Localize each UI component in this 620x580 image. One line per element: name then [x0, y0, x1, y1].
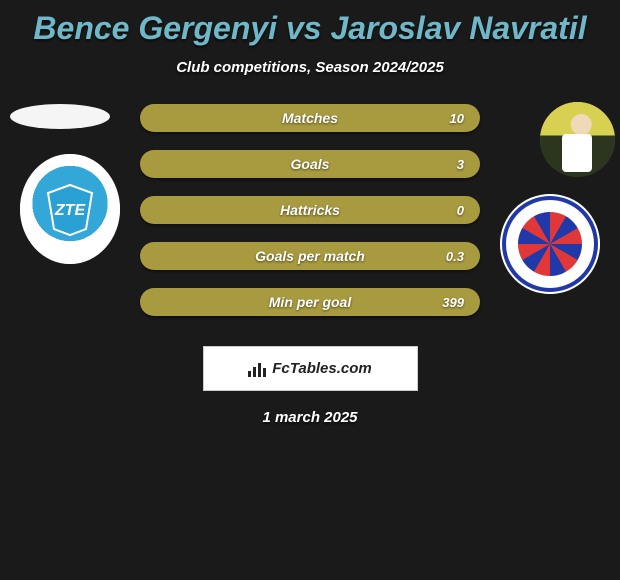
stat-right-value: 0.3: [446, 249, 464, 264]
stat-row: Goals 3: [140, 150, 480, 178]
stat-row: Goals per match 0.3: [140, 242, 480, 270]
date-label: 1 march 2025: [0, 409, 620, 426]
stat-label: Goals per match: [255, 248, 365, 264]
stat-right-value: 10: [450, 111, 464, 126]
stat-label: Goals: [291, 156, 330, 172]
club-left-logo: ZTE: [20, 154, 120, 264]
player-right-avatar: [540, 102, 615, 177]
player-left-avatar: [10, 104, 110, 129]
player-photo-icon: [540, 102, 615, 177]
brand-label: FcTables.com: [272, 360, 371, 377]
page-subtitle: Club competitions, Season 2024/2025: [0, 59, 620, 76]
stat-label: Matches: [282, 110, 338, 126]
nysfc-crest-icon: [500, 194, 600, 294]
page-title: Bence Gergenyi vs Jaroslav Navratil: [0, 0, 620, 47]
stat-label: Min per goal: [269, 294, 351, 310]
zte-crest-icon: ZTE: [42, 181, 98, 237]
stat-row: Hattricks 0: [140, 196, 480, 224]
comparison-panel: ZTE Matches 10 Goals 3 Hattricks 0 Goals: [0, 104, 620, 334]
stat-right-value: 399: [442, 295, 464, 310]
stat-right-value: 0: [457, 203, 464, 218]
stat-row: Min per goal 399: [140, 288, 480, 316]
stat-row: Matches 10: [140, 104, 480, 132]
shield-icon: ZTE: [20, 154, 120, 264]
brand-link[interactable]: FcTables.com: [203, 346, 418, 391]
chart-icon: [248, 361, 266, 377]
stats-list: Matches 10 Goals 3 Hattricks 0 Goals per…: [140, 104, 480, 334]
svg-text:ZTE: ZTE: [54, 202, 87, 219]
stat-label: Hattricks: [280, 202, 340, 218]
club-right-logo: [500, 194, 600, 294]
stat-right-value: 3: [457, 157, 464, 172]
